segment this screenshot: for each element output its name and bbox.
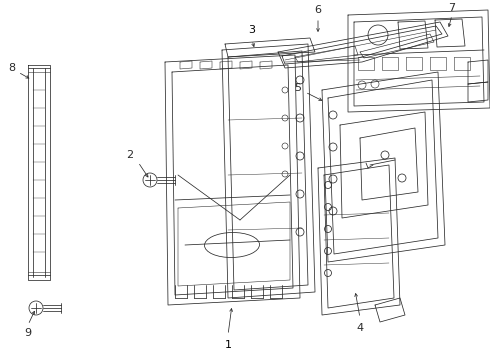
Text: 6: 6 <box>315 5 321 15</box>
Text: 5: 5 <box>294 83 301 93</box>
Text: 8: 8 <box>8 63 16 73</box>
Text: 1: 1 <box>224 340 231 350</box>
Text: 2: 2 <box>126 150 134 160</box>
Text: 9: 9 <box>24 328 31 338</box>
Text: 7: 7 <box>448 3 456 13</box>
Text: 3: 3 <box>248 25 255 35</box>
Text: 4: 4 <box>356 323 364 333</box>
